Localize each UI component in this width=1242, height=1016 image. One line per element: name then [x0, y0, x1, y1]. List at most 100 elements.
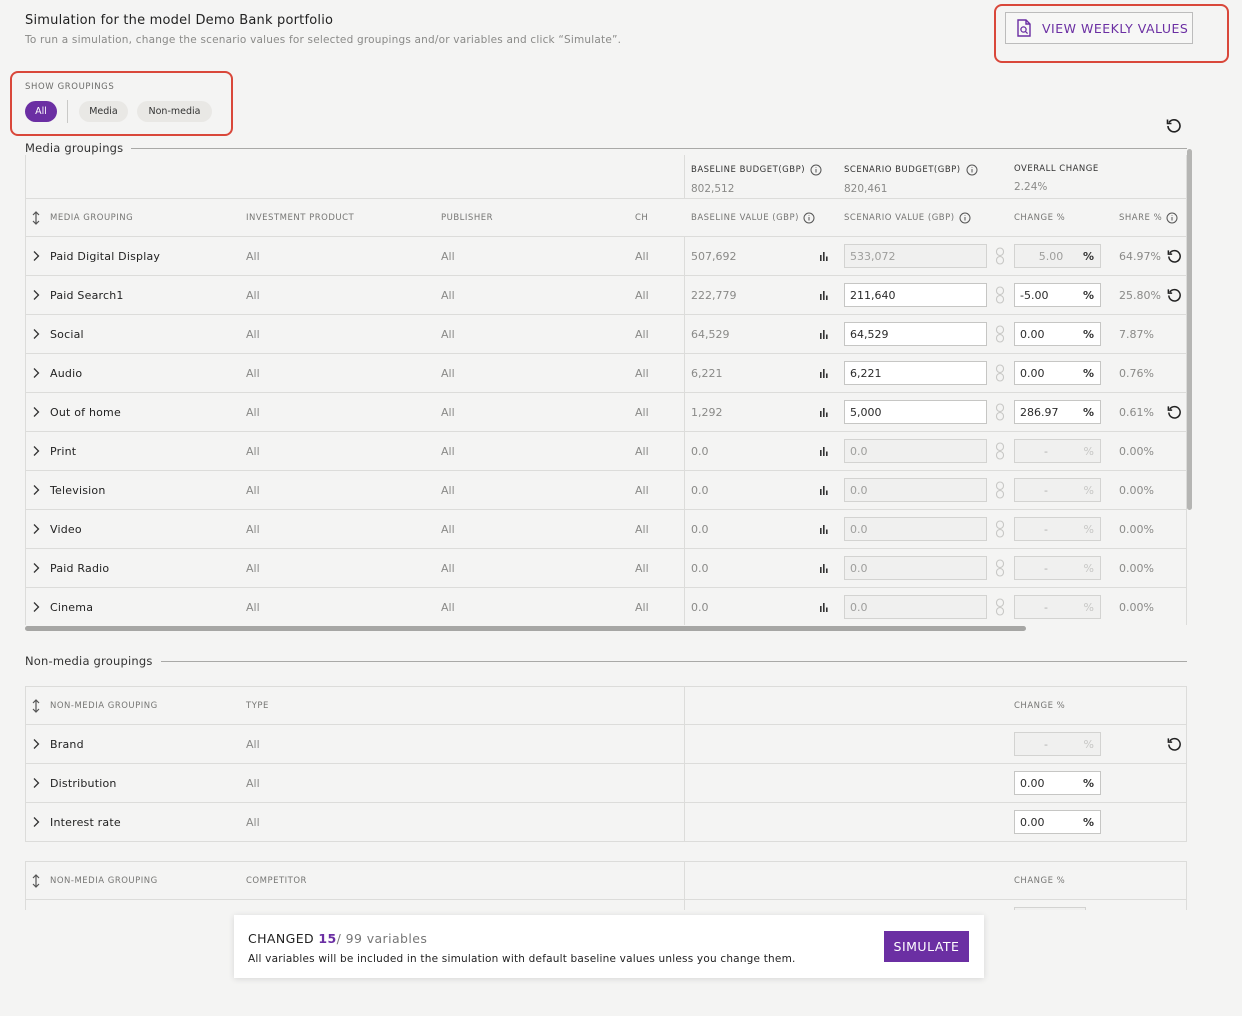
table-row[interactable]: Paid Radio All All All 0.0 0.0 -% 0.00%	[26, 549, 1186, 588]
table-row[interactable]: Distribution All 0.00%	[26, 764, 1186, 803]
col-investment-product[interactable]: INVESTMENT PRODUCT	[246, 212, 355, 223]
link-icon[interactable]	[995, 432, 1005, 470]
sort-icon[interactable]	[31, 199, 41, 236]
link-icon[interactable]	[995, 276, 1005, 314]
reset-icon[interactable]	[1165, 117, 1183, 135]
sort-icon[interactable]	[31, 862, 41, 899]
scenario-value-input[interactable]: 5,000	[844, 400, 987, 424]
grouping-pill-non-media[interactable]: Non-media	[137, 101, 212, 122]
reset-icon[interactable]	[1166, 276, 1183, 314]
bar-chart-icon[interactable]	[819, 549, 829, 587]
change-pct-input[interactable]: 286.97%	[1014, 400, 1101, 424]
chevron-right-icon[interactable]	[32, 276, 40, 314]
link-icon[interactable]	[995, 315, 1005, 353]
chevron-right-icon[interactable]	[32, 315, 40, 353]
table-row[interactable]: Print All All All 0.0 0.0 -% 0.00%	[26, 432, 1186, 471]
scenario-value-input[interactable]: 0.0	[844, 478, 987, 502]
bar-chart-icon[interactable]	[819, 432, 829, 470]
table-row[interactable]: Paid Search1 All All All 222,779 211,640 -5.00…	[26, 276, 1186, 315]
change-pct-input[interactable]: 0.00%	[1014, 771, 1101, 795]
change-pct-input[interactable]: 0.00%	[1014, 361, 1101, 385]
bar-chart-icon[interactable]	[819, 276, 829, 314]
vertical-scrollbar[interactable]	[1187, 149, 1192, 510]
change-pct-input[interactable]	[1014, 907, 1086, 910]
col-change-pct[interactable]: CHANGE %	[1014, 212, 1066, 223]
change-pct-input[interactable]: -%	[1014, 439, 1101, 463]
scenario-value-input[interactable]: 211,640	[844, 283, 987, 307]
change-pct-input[interactable]: -%	[1014, 595, 1101, 619]
col-baseline-value[interactable]: BASELINE VALUE (GBP)	[691, 199, 815, 236]
col-non-media-grouping[interactable]: NON-MEDIA GROUPING	[50, 875, 158, 886]
bar-chart-icon[interactable]	[819, 471, 829, 509]
table-row[interactable]: Paid Digital Display All All All 507,692 533,…	[26, 237, 1186, 276]
col-non-media-grouping[interactable]: NON-MEDIA GROUPING	[50, 700, 158, 711]
table-row[interactable]: Video All All All 0.0 0.0 -% 0.00%	[26, 510, 1186, 549]
table-row[interactable]: Social All All All 64,529 64,529 0.00% 7.87%	[26, 315, 1186, 354]
table-row[interactable]: Interest rate All 0.00%	[26, 803, 1186, 842]
chevron-right-icon[interactable]	[32, 432, 40, 470]
link-icon[interactable]	[995, 510, 1005, 548]
change-pct-input[interactable]: -%	[1014, 732, 1101, 756]
col-scenario-value[interactable]: SCENARIO VALUE (GBP)	[844, 199, 971, 236]
link-icon[interactable]	[995, 354, 1005, 392]
bar-chart-icon[interactable]	[819, 510, 829, 548]
grouping-pill-all[interactable]: All	[25, 101, 57, 122]
sort-icon[interactable]	[31, 687, 41, 724]
bar-chart-icon[interactable]	[819, 354, 829, 392]
link-icon[interactable]	[995, 393, 1005, 431]
link-icon[interactable]	[995, 237, 1005, 275]
table-row[interactable]: Television All All All 0.0 0.0 -% 0.00%	[26, 471, 1186, 510]
change-pct-input[interactable]: 0.00%	[1014, 810, 1101, 834]
change-pct-input[interactable]: -5.00%	[1014, 283, 1101, 307]
horizontal-scrollbar[interactable]	[25, 626, 1026, 631]
scenario-value-input[interactable]: 0.0	[844, 517, 987, 541]
info-icon[interactable]	[810, 164, 822, 176]
col-ch[interactable]: CH	[635, 212, 649, 223]
scenario-value-input[interactable]: 0.0	[844, 595, 987, 619]
bar-chart-icon[interactable]	[819, 237, 829, 275]
change-pct-input[interactable]: 0.00%	[1014, 322, 1101, 346]
chevron-right-icon[interactable]	[32, 237, 40, 275]
chevron-right-icon[interactable]	[32, 510, 40, 548]
scenario-value-input[interactable]: 0.0	[844, 439, 987, 463]
change-pct-input[interactable]: -%	[1014, 517, 1101, 541]
change-pct-input[interactable]: -%	[1014, 478, 1101, 502]
grouping-pill-media[interactable]: Media	[79, 101, 128, 122]
reset-icon[interactable]	[1166, 393, 1183, 431]
table-row[interactable]: Out of home All All All 1,292 5,000 286.97% 0.6…	[26, 393, 1186, 432]
view-weekly-values-button[interactable]: VIEW WEEKLY VALUES	[1005, 12, 1193, 44]
col-media-grouping[interactable]: MEDIA GROUPING	[50, 212, 134, 223]
change-pct-input[interactable]: 5.00%	[1014, 244, 1101, 268]
bar-chart-icon[interactable]	[819, 393, 829, 431]
chevron-right-icon[interactable]	[32, 803, 40, 841]
table-row[interactable]: Cinema All All All 0.0 0.0 -% 0.00%	[26, 588, 1186, 625]
reset-icon[interactable]	[1166, 237, 1183, 275]
scenario-value-input[interactable]: 64,529	[844, 322, 987, 346]
col-change-pct[interactable]: CHANGE %	[1014, 700, 1066, 711]
col-share-pct[interactable]: SHARE %	[1119, 199, 1178, 236]
simulate-button[interactable]: SIMULATE	[884, 931, 969, 962]
info-icon[interactable]	[966, 164, 978, 176]
chevron-right-icon[interactable]	[32, 725, 40, 763]
scenario-value-input[interactable]: 533,072	[844, 244, 987, 268]
chevron-right-icon[interactable]	[32, 354, 40, 392]
chevron-right-icon[interactable]	[32, 549, 40, 587]
bar-chart-icon[interactable]	[819, 315, 829, 353]
chevron-right-icon[interactable]	[32, 764, 40, 802]
chevron-right-icon[interactable]	[32, 393, 40, 431]
bar-chart-icon[interactable]	[819, 588, 829, 625]
scenario-value-input[interactable]: 6,221	[844, 361, 987, 385]
table-row[interactable]: Brand All -%	[26, 725, 1186, 764]
col-publisher[interactable]: PUBLISHER	[441, 212, 493, 223]
link-icon[interactable]	[995, 549, 1005, 587]
col-change-pct[interactable]: CHANGE %	[1014, 875, 1066, 886]
chevron-right-icon[interactable]	[32, 471, 40, 509]
col-competitor[interactable]: COMPETITOR	[246, 875, 307, 886]
link-icon[interactable]	[995, 588, 1005, 625]
scenario-value-input[interactable]: 0.0	[844, 556, 987, 580]
table-row[interactable]: Audio All All All 6,221 6,221 0.00% 0.76%	[26, 354, 1186, 393]
link-icon[interactable]	[995, 471, 1005, 509]
col-type[interactable]: TYPE	[246, 700, 269, 711]
chevron-right-icon[interactable]	[32, 588, 40, 625]
change-pct-input[interactable]: -%	[1014, 556, 1101, 580]
